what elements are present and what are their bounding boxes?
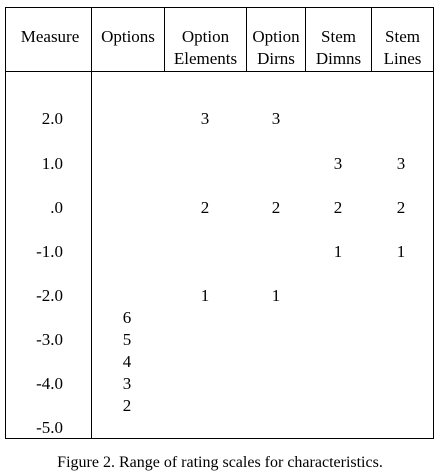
header-option-dirns: Option Dirns <box>247 26 305 70</box>
header-option-elements-line1: Option <box>181 27 230 46</box>
header-measure-line1: Measure <box>20 27 80 46</box>
header-stem-lines: Stem Lines <box>372 26 433 70</box>
option-dirns-value: 3 <box>271 109 281 128</box>
table-frame <box>5 7 434 439</box>
measure-label: -2.0 <box>36 286 63 305</box>
options-value: 5 <box>122 330 132 349</box>
options-value: 4 <box>122 352 132 371</box>
stem-dimns-value: 1 <box>333 242 343 261</box>
measure-label: -5.0 <box>36 418 63 437</box>
options-value: 3 <box>122 374 132 393</box>
option-elements-value: 2 <box>200 198 210 217</box>
header-option-elements-line2: Elements <box>173 49 238 68</box>
stem-lines-value: 2 <box>396 198 406 217</box>
option-elements-value: 1 <box>200 286 210 305</box>
option-elements-value: 3 <box>200 109 210 128</box>
measure-label: .0 <box>50 198 63 217</box>
header-stem-lines-line1: Stem <box>385 27 420 46</box>
header-option-elements: Option Elements <box>165 26 246 70</box>
header-divider-options <box>164 7 165 72</box>
measure-label: 2.0 <box>41 109 63 128</box>
header-option-dirns-line1: Option <box>252 27 300 46</box>
header-stem-dimns-line2: Dimns <box>315 49 362 68</box>
header-divider <box>5 71 434 72</box>
header-options: Options <box>92 26 164 48</box>
stem-lines-value: 1 <box>396 242 406 261</box>
measure-label: 1.0 <box>41 154 63 173</box>
header-stem-lines-line2: Lines <box>383 49 422 68</box>
measure-label: -1.0 <box>36 242 63 261</box>
measure-label: -4.0 <box>36 374 63 393</box>
header-options-line1: Options <box>101 27 155 46</box>
header-divider-option-elements <box>246 7 247 72</box>
option-dirns-value: 2 <box>271 198 281 217</box>
measure-label: -3.0 <box>36 330 63 349</box>
measure-column-divider <box>91 7 92 439</box>
header-divider-stem-dimns <box>371 7 372 72</box>
options-value: 6 <box>122 308 132 327</box>
stem-lines-value: 3 <box>396 154 406 173</box>
header-option-dirns-line2: Dirns <box>257 49 295 68</box>
header-stem-dimns-line1: Stem <box>321 27 356 46</box>
options-value: 2 <box>122 396 132 415</box>
option-dirns-value: 1 <box>271 286 281 305</box>
header-measure: Measure <box>10 26 90 48</box>
figure-caption: Figure 2. Range of rating scales for cha… <box>57 454 383 471</box>
header-stem-dimns: Stem Dimns <box>306 26 371 70</box>
stem-dimns-value: 2 <box>333 198 343 217</box>
stem-dimns-value: 3 <box>333 154 343 173</box>
header-divider-option-dirns <box>305 7 306 72</box>
